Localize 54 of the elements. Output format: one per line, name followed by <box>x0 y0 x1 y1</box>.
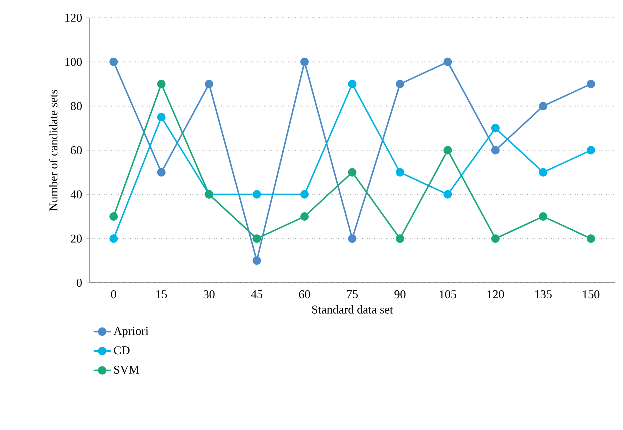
legend-label: SVM <box>114 366 140 374</box>
point <box>348 80 357 88</box>
y-tick-label: 60 <box>71 146 82 155</box>
point <box>348 168 357 177</box>
point <box>252 190 262 199</box>
legend-label: CD <box>114 346 130 355</box>
x-tick-label: 105 <box>440 290 456 299</box>
point <box>300 212 310 221</box>
point <box>444 190 452 199</box>
point <box>252 234 262 244</box>
x-tick-label: 45 <box>251 290 263 298</box>
point <box>110 58 118 66</box>
point <box>300 58 310 66</box>
y-tick-label: 20 <box>71 234 82 243</box>
point <box>444 146 452 155</box>
y-tick-label: 120 <box>66 14 82 22</box>
point <box>539 102 548 111</box>
point <box>110 234 118 244</box>
point <box>205 80 214 88</box>
x-tick-label: 90 <box>394 290 406 299</box>
x-tick-label: 60 <box>299 290 310 299</box>
legend-label: Apriori <box>114 327 149 338</box>
x-tick-label: 135 <box>535 290 552 299</box>
point <box>396 234 404 244</box>
point <box>396 80 404 88</box>
point <box>396 168 404 177</box>
point <box>157 80 166 88</box>
point <box>252 256 262 266</box>
point <box>539 212 548 221</box>
x-tick-label: 75 <box>347 290 358 298</box>
x-tick-label: 0 <box>111 290 116 299</box>
point <box>348 234 357 244</box>
x-tick-label: 15 <box>156 290 168 299</box>
x-axis-title: Standard data set <box>312 305 394 314</box>
point <box>110 212 118 221</box>
point <box>444 58 452 66</box>
point <box>539 168 548 177</box>
point <box>586 80 596 88</box>
point <box>586 234 596 244</box>
point <box>586 146 596 155</box>
point <box>491 146 500 155</box>
y-tick-label: 40 <box>70 190 82 199</box>
point <box>491 234 500 244</box>
x-tick-label: 120 <box>488 290 504 299</box>
point <box>300 190 310 199</box>
y-tick-label: 80 <box>70 102 82 110</box>
point <box>157 113 166 122</box>
x-tick-label: 30 <box>204 290 215 299</box>
y-tick-label: 0 <box>76 278 82 288</box>
x-tick-label: 150 <box>583 290 600 299</box>
point <box>491 124 500 133</box>
point <box>157 168 166 177</box>
y-axis-title: Number of candidate sets <box>49 90 58 212</box>
y-tick-label: 100 <box>66 58 82 66</box>
